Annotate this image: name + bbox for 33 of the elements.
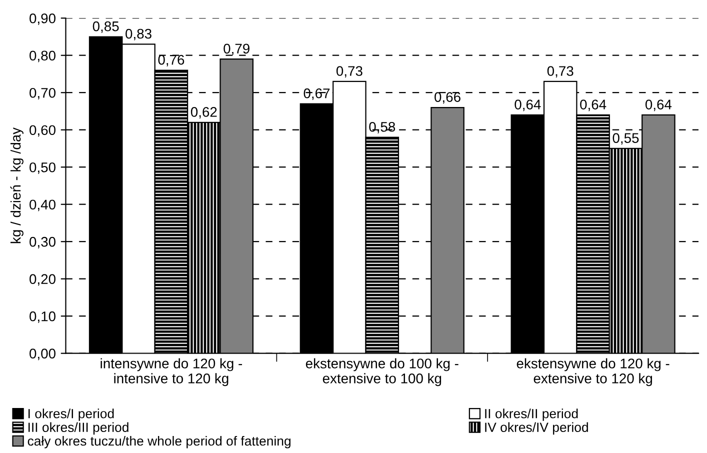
data-label: 0,73 bbox=[336, 66, 362, 78]
legend-label: II okres/II period bbox=[485, 408, 578, 421]
legend-label: IV okres/IV period bbox=[485, 422, 588, 435]
data-label: 0,83 bbox=[126, 28, 152, 40]
y-tick-label: 0,40 bbox=[30, 200, 56, 212]
y-tick-label: 0,90 bbox=[30, 13, 56, 25]
data-label: 0,64 bbox=[514, 100, 541, 112]
y-tick-label: 0,10 bbox=[30, 311, 56, 323]
y-tick-label: 0,30 bbox=[30, 236, 56, 248]
y-tick-label: 0,00 bbox=[30, 348, 56, 360]
x-tick-label: ekstensywne do 120 kg - extensive to 120 kg bbox=[516, 358, 670, 386]
data-label: 0,67 bbox=[304, 88, 330, 100]
data-label: 0,58 bbox=[369, 122, 396, 134]
legend-label: cały okres tuczu/the whole period of fattening bbox=[28, 436, 290, 448]
data-label: 0,62 bbox=[190, 107, 217, 119]
data-label: 0,79 bbox=[224, 44, 250, 56]
legend-label: III okres/III period bbox=[28, 422, 128, 435]
y-tick-label: 0,80 bbox=[30, 50, 56, 62]
legend-label: I okres/I period bbox=[28, 408, 114, 421]
data-label: 0,55 bbox=[612, 133, 639, 145]
y-tick-label: 0,60 bbox=[30, 125, 56, 137]
data-label: 0,64 bbox=[645, 100, 672, 112]
data-label: 0,73 bbox=[547, 66, 574, 78]
y-tick-label: 0,20 bbox=[30, 274, 56, 286]
data-label: 0,76 bbox=[158, 54, 184, 66]
y-axis-title: kg / dzień - kg /day bbox=[10, 127, 24, 244]
x-tick-label: intensywne do 120 kg - intensive to 120 kg bbox=[100, 358, 242, 386]
y-tick-label: 0,50 bbox=[30, 162, 56, 174]
data-label: 0,85 bbox=[92, 21, 119, 33]
data-label: 0,66 bbox=[434, 92, 460, 104]
x-tick-label: ekstensywne do 100 kg - extensive to 100 kg bbox=[306, 358, 458, 386]
data-label: 0,64 bbox=[580, 100, 606, 112]
y-tick-label: 0,70 bbox=[30, 88, 56, 100]
